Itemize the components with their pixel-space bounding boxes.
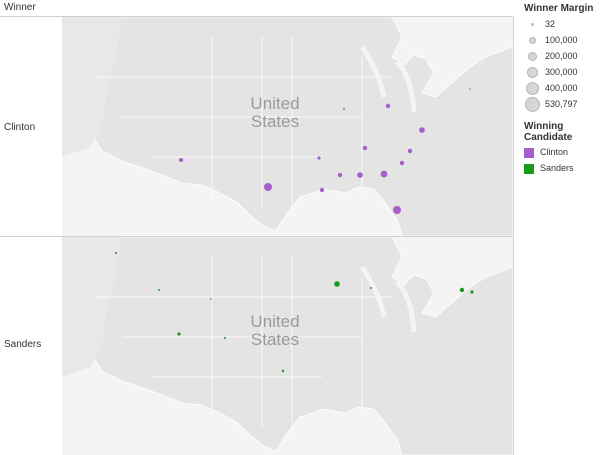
state-marker-clinton[interactable] [343, 108, 345, 110]
circle-icon [527, 67, 538, 78]
great-lakes [359, 265, 417, 333]
state-marker-clinton[interactable] [380, 170, 388, 178]
state-borders [96, 37, 392, 217]
state-marker-sanders[interactable] [115, 252, 117, 254]
state-marker-clinton[interactable] [469, 88, 471, 90]
state-marker-clinton[interactable] [385, 103, 391, 109]
column-header: Winner [0, 0, 513, 17]
size-legend-item: 530,797 [520, 97, 610, 113]
great-lakes [359, 45, 417, 113]
ocean-coast [62, 237, 122, 377]
circle-icon [528, 52, 537, 61]
state-marker-clinton[interactable] [264, 183, 272, 191]
circle-icon [526, 82, 539, 95]
state-marker-clinton[interactable] [399, 160, 405, 166]
ocean-coast [62, 17, 122, 157]
state-marker-sanders[interactable] [210, 298, 212, 300]
state-marker-sanders[interactable] [158, 289, 160, 291]
row-label-clinton: Clinton [4, 122, 36, 133]
color-legend-item-sanders[interactable]: Sanders [520, 162, 610, 177]
size-legend-label: 32 [545, 19, 556, 29]
size-legend-label: 200,000 [545, 51, 578, 61]
circle-icon [529, 37, 536, 44]
state-marker-sanders[interactable] [470, 290, 474, 294]
state-marker-sanders[interactable] [334, 281, 340, 287]
circle-icon [525, 97, 540, 112]
size-legend-label: 300,000 [545, 67, 578, 77]
state-marker-sanders[interactable] [224, 337, 226, 339]
row-label-sanders: Sanders [4, 339, 42, 350]
state-marker-clinton[interactable] [419, 127, 425, 133]
state-marker-clinton[interactable] [362, 145, 368, 151]
row-divider [0, 236, 513, 237]
color-legend-label: Clinton [540, 147, 569, 157]
state-marker-clinton[interactable] [319, 187, 325, 193]
state-marker-sanders[interactable] [281, 369, 285, 373]
winner-header-label: Winner [4, 2, 36, 13]
map-clinton[interactable]: United States [62, 17, 513, 236]
size-legend-item: 300,000 [520, 65, 610, 81]
state-marker-clinton[interactable] [357, 172, 363, 178]
square-swatch-icon [524, 148, 534, 158]
state-marker-clinton[interactable] [179, 158, 183, 162]
winner-margin-legend-title: Winner Margin [524, 3, 594, 14]
color-legend-label: Sanders [540, 163, 574, 173]
state-marker-clinton[interactable] [393, 206, 401, 214]
color-legend-item-clinton[interactable]: Clinton [520, 146, 610, 161]
country-label-line1: United [250, 94, 299, 113]
size-legend-item: 200,000 [520, 49, 610, 65]
size-legend-label: 530,797 [545, 99, 578, 109]
size-legend-label: 100,000 [545, 35, 578, 45]
state-borders [96, 257, 392, 437]
size-legend-item: 400,000 [520, 81, 610, 97]
circle-icon [531, 23, 534, 26]
map-panel-sanders[interactable]: United States [62, 237, 514, 455]
state-marker-sanders[interactable] [177, 332, 181, 336]
size-legend-item: 100,000 [520, 33, 610, 49]
country-label-line2: States [251, 330, 299, 349]
map-sanders[interactable]: United States [62, 237, 513, 455]
map-panel-clinton[interactable]: United States [62, 17, 514, 236]
size-legend-label: 400,000 [545, 83, 578, 93]
country-label-line1: United [250, 312, 299, 331]
winning-candidate-legend-title: Winning Candidate [524, 121, 573, 143]
state-marker-sanders[interactable] [370, 287, 372, 289]
square-swatch-icon [524, 164, 534, 174]
state-marker-sanders[interactable] [459, 287, 465, 293]
state-marker-clinton[interactable] [337, 172, 343, 178]
size-legend-item: 32 [520, 17, 610, 33]
legend-panel: Winner Margin 32 100,000 200,000 300,000… [520, 0, 610, 177]
country-label-line2: States [251, 112, 299, 131]
state-marker-clinton[interactable] [317, 156, 321, 160]
state-marker-clinton[interactable] [407, 148, 413, 154]
